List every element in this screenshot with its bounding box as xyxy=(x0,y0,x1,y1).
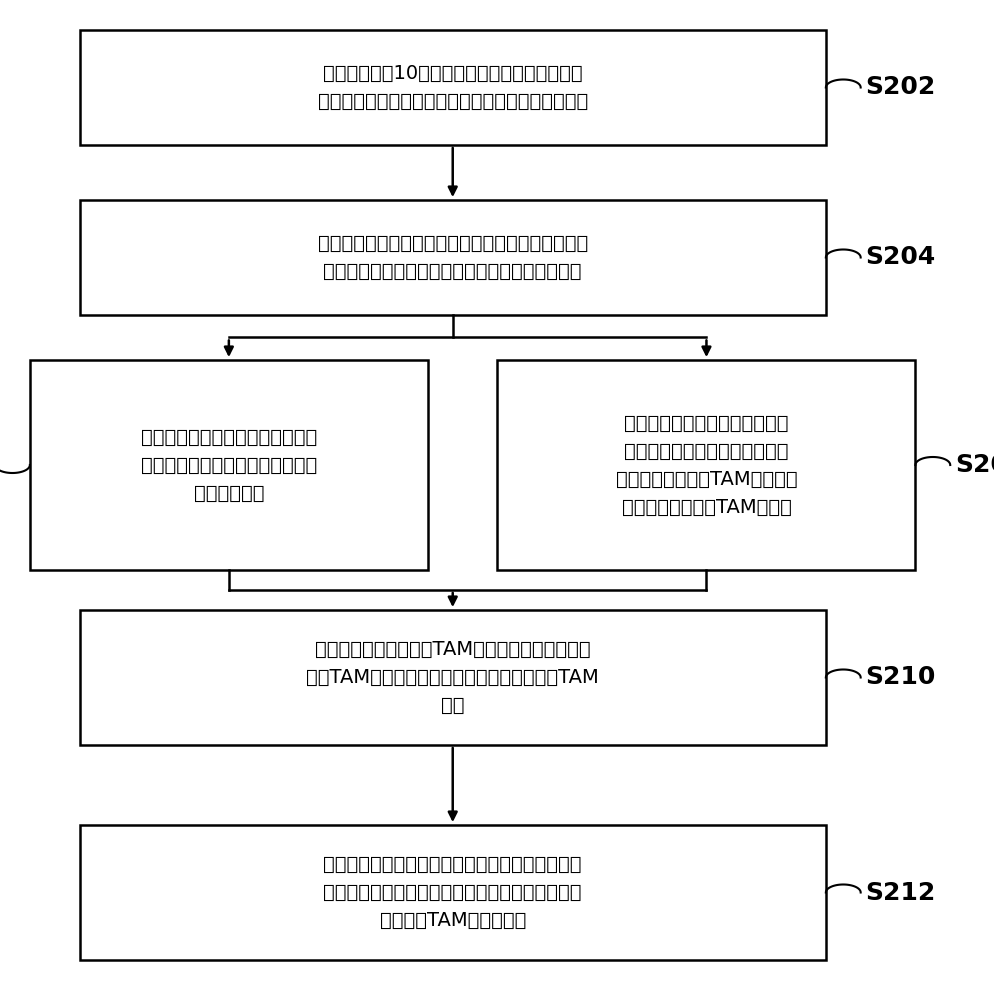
Bar xyxy=(80,825,825,960)
Text: S210: S210 xyxy=(865,666,935,690)
Text: S212: S212 xyxy=(865,880,935,904)
Bar xyxy=(497,360,914,570)
Text: S208: S208 xyxy=(954,453,994,477)
Text: 根据腹部肌群收缩度、TAM的瞬时协调度以及自主
调控TAM的能力，评估使用者于自然状态下的TAM
模式: 根据腹部肌群收缩度、TAM的瞬时协调度以及自主 调控TAM的能力，评估使用者于自… xyxy=(306,640,598,715)
Text: S204: S204 xyxy=(865,245,935,269)
Bar xyxy=(80,610,825,745)
Text: 提供用以选择的多个其它环境模式，并且根据所述
其它环境模式之中被选择的目标环境模式，指引使
用者调整TAM至适当状态: 提供用以选择的多个其它环境模式，并且根据所述 其它环境模式之中被选择的目标环境模… xyxy=(323,855,581,930)
Bar xyxy=(80,30,825,145)
Text: 计算腹部运动信号中的主成份能量
以及非噪声成份能量，据以取得腹
部肌群收缩度: 计算腹部运动信号中的主成份能量 以及非噪声成份能量，据以取得腹 部肌群收缩度 xyxy=(140,428,317,502)
Text: S202: S202 xyxy=(865,76,935,100)
Bar xyxy=(80,200,825,315)
Text: 感测信号装置10于预定时间内，量测以及获取使
用者于自然状态下的胸部运动信号以及腹部运动信号: 感测信号装置10于预定时间内，量测以及获取使 用者于自然状态下的胸部运动信号以及… xyxy=(317,64,587,111)
Text: 计算胸部运动信号主成分的瞬时
相位以及腹部运动信号主成分的
瞬时相位，以取得TAM的瞬时协
调度以及自主调控TAM的能力: 计算胸部运动信号主成分的瞬时 相位以及腹部运动信号主成分的 瞬时相位，以取得TA… xyxy=(615,414,796,516)
Text: 分别解构胸部运动信号以及腹部运动信号，以萃取出
胸部运动信号的主成份以及腹部运动信号的主成份: 分别解构胸部运动信号以及腹部运动信号，以萃取出 胸部运动信号的主成份以及腹部运动… xyxy=(317,234,587,281)
Bar xyxy=(30,360,427,570)
